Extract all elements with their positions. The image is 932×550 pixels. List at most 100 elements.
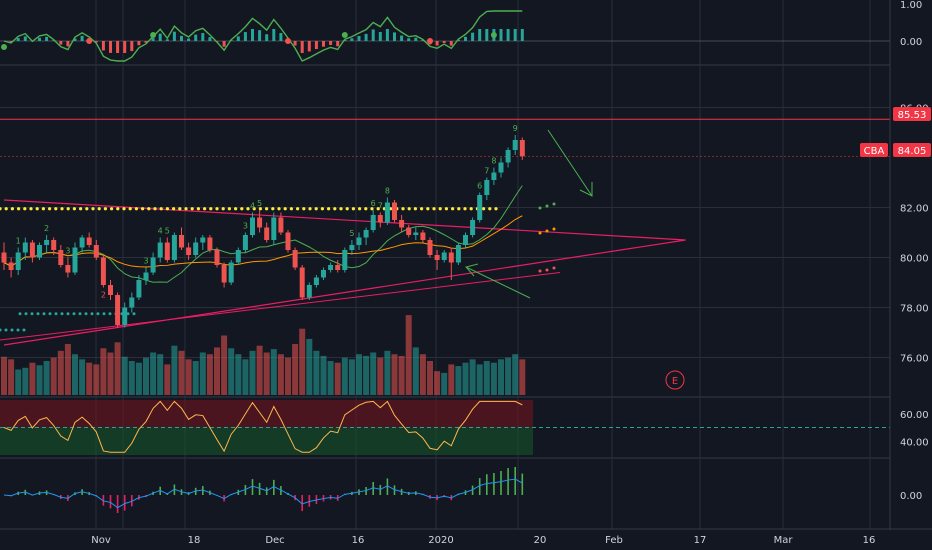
resistance-dot: [153, 207, 157, 211]
volume-bar: [441, 372, 448, 395]
resistance-dot: [426, 207, 430, 211]
resistance-dot: [246, 207, 250, 211]
momentum-bar: [116, 495, 119, 513]
resistance-dot: [432, 207, 436, 211]
resistance-dot: [302, 207, 306, 211]
osc-bar: [80, 35, 84, 41]
buy-arrow-head: [465, 263, 479, 277]
candle: [207, 235, 213, 253]
symbol-badge: CBA: [860, 143, 888, 157]
volume-bar: [505, 357, 512, 395]
candle: [1, 242, 7, 270]
candle-body: [370, 215, 376, 230]
candle-body: [129, 297, 135, 308]
momentum-bar: [379, 484, 382, 495]
candle-body: [321, 270, 326, 278]
time-axis[interactable]: Nov 18 Dec 16 2020 20 Feb 17 Mar 16: [91, 535, 875, 546]
osc-bar: [293, 41, 297, 46]
support-dot: [66, 312, 70, 316]
volume-bar: [263, 352, 270, 395]
candle: [264, 222, 270, 243]
volume-bars: [1, 315, 526, 395]
projection-dot: [545, 268, 549, 272]
osc-cross-dot: [427, 38, 433, 44]
candle: [363, 227, 369, 245]
volume-bar: [341, 357, 348, 395]
candle: [228, 260, 234, 285]
candle-body: [384, 202, 390, 223]
support-dot: [0, 328, 2, 332]
osc-bar: [16, 38, 20, 41]
osc-bar: [300, 41, 304, 53]
volume-bar: [363, 355, 370, 395]
sell-arrow-head: [579, 182, 593, 197]
osc-bar: [109, 41, 112, 53]
resistance-dot: [91, 207, 95, 211]
candle: [434, 250, 440, 270]
count-label: 5: [257, 199, 262, 208]
candle-body: [37, 245, 42, 258]
count-label: 9: [513, 124, 518, 133]
volume-bar: [1, 356, 7, 395]
osc-bar: [513, 29, 517, 41]
price-tick-label: 82.00: [900, 204, 929, 215]
count-label: 5: [165, 227, 170, 236]
support-dot: [60, 312, 64, 316]
candle: [285, 230, 291, 253]
osc-bar: [279, 33, 283, 41]
volume-bar: [448, 364, 455, 395]
osc-bar: [371, 29, 375, 41]
momentum-bar: [109, 495, 112, 509]
osc-cross-dot: [490, 32, 497, 38]
candle-body: [455, 245, 461, 263]
support-dot: [18, 312, 22, 316]
momentum-pane: [3, 467, 524, 513]
candle-body: [441, 252, 447, 260]
resistance-dot: [134, 207, 138, 211]
resistance-dot: [413, 207, 417, 211]
volume-bar: [512, 354, 519, 395]
osc-bar: [130, 41, 134, 52]
osc-bar: [9, 41, 13, 43]
resistance-dot: [60, 207, 64, 211]
candle-body: [306, 285, 312, 298]
resistance-dot: [420, 207, 424, 211]
osc-line: [3, 10, 523, 62]
volume-bar: [214, 347, 220, 395]
symbol-label: CBA: [864, 146, 885, 157]
earnings-badge[interactable]: E: [665, 370, 685, 390]
candle-body: [171, 235, 177, 260]
volume-bar: [306, 338, 313, 395]
candle-body: [406, 227, 412, 235]
svg-text:84.05: 84.05: [898, 146, 927, 157]
osc-bar: [194, 34, 198, 41]
resistance-dot: [79, 207, 83, 211]
candle: [505, 147, 511, 168]
support-dot: [84, 312, 88, 316]
osc-cross-dot: [150, 32, 157, 38]
volume-bar: [57, 350, 64, 395]
candle: [427, 237, 433, 258]
candle-body: [207, 237, 213, 250]
momentum-bar: [514, 467, 516, 495]
osc-bar: [400, 35, 404, 41]
osc-bar: [314, 41, 318, 50]
momentum-bar: [500, 470, 502, 495]
candle-body: [108, 285, 113, 295]
candle: [250, 212, 255, 238]
candle-body: [313, 277, 319, 285]
projection-dot: [538, 206, 542, 210]
price-axis-background: [890, 0, 932, 550]
volume-bar: [320, 355, 327, 395]
candle-body: [51, 240, 57, 250]
osc-cross-dot: [1, 44, 7, 50]
osc-bar: [208, 37, 212, 41]
candle-body: [342, 250, 348, 270]
volume-bar: [64, 344, 71, 395]
osc-bar: [485, 29, 489, 41]
resistance-dot: [320, 207, 324, 211]
volume-bar: [412, 347, 419, 395]
volume-bar: [256, 345, 263, 395]
